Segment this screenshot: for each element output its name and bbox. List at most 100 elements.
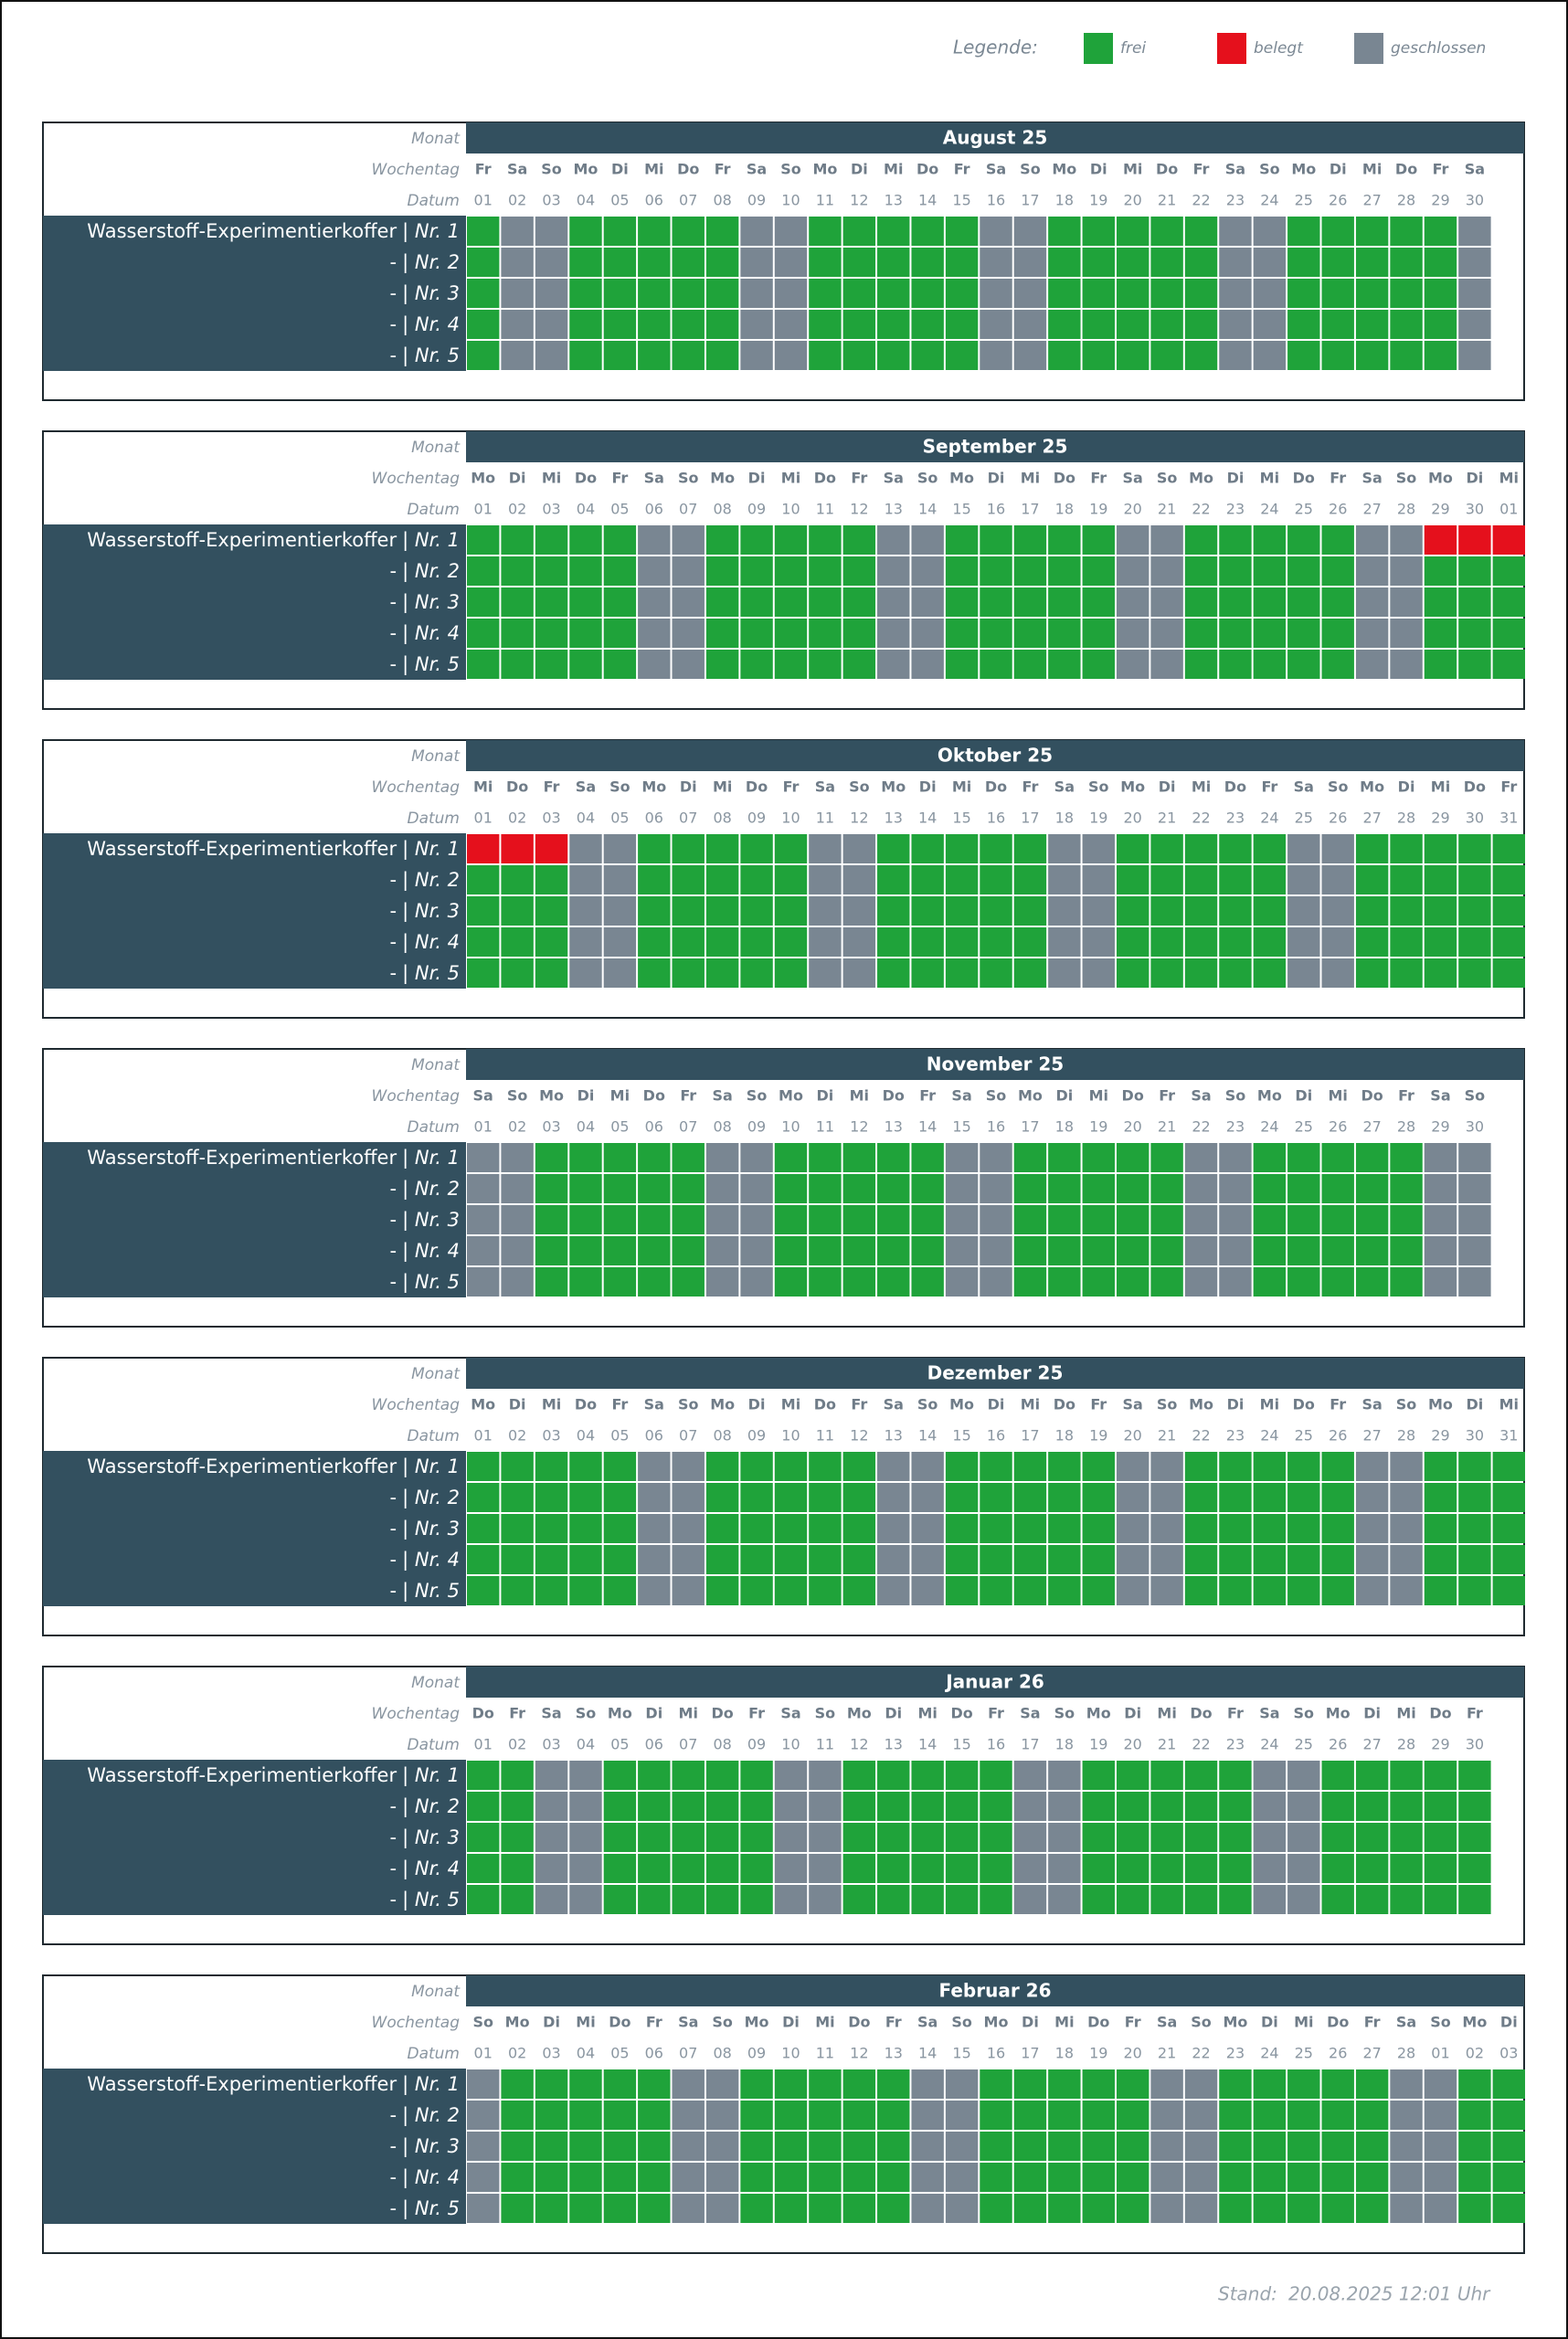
availability-cell [638,310,671,339]
availability-cell [1458,834,1491,863]
date-label: 12 [850,1736,868,1753]
date-label: 01 [474,192,493,209]
availability-cell [1458,1761,1491,1790]
availability-cell [1424,1514,1457,1543]
availability-cell [501,865,534,894]
availability-cell [1219,279,1252,308]
availability-cell [1458,1792,1491,1821]
weekday-label: Di [851,161,868,178]
item-name: - [390,1487,397,1508]
availability-cell [501,1483,534,1512]
availability-cell [705,2101,739,2130]
availability-cell [1219,1792,1252,1821]
availability-cell [672,1236,705,1265]
availability-cell [1219,1885,1252,1914]
item-label-column [43,1760,466,1915]
availability-cell [501,927,534,957]
availability-cell [842,865,876,894]
availability-cell [1355,587,1389,617]
availability-cell [1253,217,1287,246]
availability-cell [535,2069,568,2099]
date-label: 03 [542,192,560,209]
weekday-label: So [609,778,630,796]
date-label: 31 [1499,1427,1518,1445]
availability-cell [1048,650,1081,679]
availability-cell [638,927,671,957]
weekday-label: Mo [1052,161,1076,178]
availability-cell [1219,1576,1252,1605]
availability-cell [672,2194,705,2223]
weekday-label: Mo [1120,778,1145,796]
date-label: 22 [1192,1736,1210,1753]
availability-cell [638,650,671,679]
availability-cell [1287,1205,1320,1234]
availability-cell [1287,1267,1320,1297]
availability-cell [1390,1761,1423,1790]
weekday-label: Di [509,1396,526,1413]
weekday-label: Fr [1227,1705,1244,1722]
weekday-label: Mo [710,470,735,487]
availability-cell [1116,1576,1150,1605]
item-name: - [390,1889,397,1910]
availability-cell [1253,865,1287,894]
availability-cell [740,958,773,988]
weekday-label: Mo [1360,778,1384,796]
availability-cell [672,2101,705,2130]
availability-cell [535,927,568,957]
date-label: 08 [713,1118,731,1136]
weekday-label: Do [1395,161,1417,178]
availability-cell [501,1205,534,1234]
weekday-label: Fr [1433,161,1449,178]
availability-cell [1253,2163,1287,2192]
availability-cell [1219,958,1252,988]
weekday-label: Mi [1260,1396,1279,1413]
month-header-bar [466,1667,1524,1698]
availability-cell [638,958,671,988]
availability-cell [638,619,671,648]
availability-cell [705,1236,739,1265]
date-label: 17 [1021,192,1039,209]
availability-cell [672,1267,705,1297]
availability-cell [945,1236,979,1265]
availability-cell [1013,1514,1047,1543]
availability-cell [774,2069,808,2099]
availability-cell [1184,1514,1218,1543]
availability-cell [569,1761,602,1790]
date-label: 16 [987,192,1005,209]
availability-cell [1013,1143,1047,1172]
availability-cell [705,587,739,617]
weekday-label: Sa [644,1396,664,1413]
availability-cell [638,834,671,863]
availability-cell [980,1236,1012,1265]
weekday-label: Sa [576,778,596,796]
availability-cell [1184,1545,1218,1574]
availability-cell [1287,958,1320,988]
availability-cell [1424,865,1457,894]
availability-cell [980,619,1012,648]
item-number: | Nr. 2 [402,251,460,274]
weekday-label: Do [1293,1396,1315,1413]
availability-cell [740,1514,773,1543]
weekday-label: Mi [850,1087,869,1105]
availability-cell [842,2132,876,2161]
availability-cell [1150,619,1183,648]
weekday-label: Do [1190,1705,1212,1722]
availability-cell [501,1576,534,1605]
item-number: | Nr. 3 [402,282,460,305]
availability-cell [980,1514,1012,1543]
weekday-label: Di [1022,2014,1039,2031]
item-name: Wasserstoff-Experimentierkoffer [87,2073,397,2095]
availability-cell [842,2101,876,2130]
date-label: 15 [952,2045,970,2062]
availability-cell [501,1885,534,1914]
availability-cell [809,2069,842,2099]
item-label: - | Nr. 4 [390,2166,460,2189]
date-label: 22 [1192,192,1210,209]
item-number: | Nr. 3 [402,1826,460,1849]
availability-cell [501,2163,534,2192]
date-label: 26 [1329,1736,1347,1753]
availability-cell [1150,1483,1183,1512]
item-label: - | Nr. 2 [390,2104,460,2127]
month-title: Oktober 25 [938,745,1053,767]
